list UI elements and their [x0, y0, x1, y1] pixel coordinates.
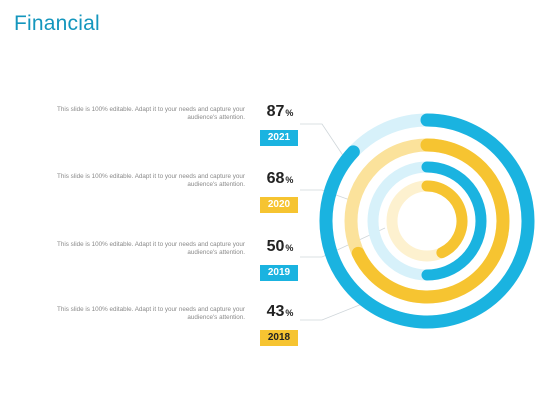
- legend-description: This slide is 100% editable. Adapt it to…: [57, 306, 245, 321]
- ring-arc-2020: [351, 138, 510, 304]
- year-badge-2021: 2021: [260, 130, 298, 146]
- ring-arc-2019: [421, 161, 487, 281]
- legend-description: This slide is 100% editable. Adapt it to…: [57, 173, 245, 188]
- ring-arc-2021: [319, 113, 535, 329]
- legend-row-2021: This slide is 100% editable. Adapt it to…: [0, 103, 300, 153]
- legend-percentage: 50%: [266, 238, 294, 255]
- leader-line-2020: [300, 189, 351, 201]
- year-badge-2018: 2018: [260, 330, 298, 346]
- legend-percentage: 43%: [266, 303, 294, 320]
- legend-description: This slide is 100% editable. Adapt it to…: [57, 241, 245, 256]
- year-badge-2019: 2019: [260, 265, 298, 281]
- legend-percentage: 68%: [266, 170, 294, 187]
- legend-row-2020: This slide is 100% editable. Adapt it to…: [0, 170, 300, 220]
- legend-percentage: 87%: [266, 103, 294, 120]
- leader-line-2019: [300, 227, 386, 258]
- legend-description: This slide is 100% editable. Adapt it to…: [57, 106, 245, 121]
- leader-line-2021: [300, 123, 349, 164]
- slide-title: Financial: [14, 12, 100, 35]
- legend-row-2019: This slide is 100% editable. Adapt it to…: [0, 238, 300, 288]
- year-badge-2020: 2020: [260, 197, 298, 213]
- ring-arc-2018: [421, 180, 468, 259]
- leader-line-2018: [300, 299, 373, 321]
- legend-row-2018: This slide is 100% editable. Adapt it to…: [0, 303, 300, 353]
